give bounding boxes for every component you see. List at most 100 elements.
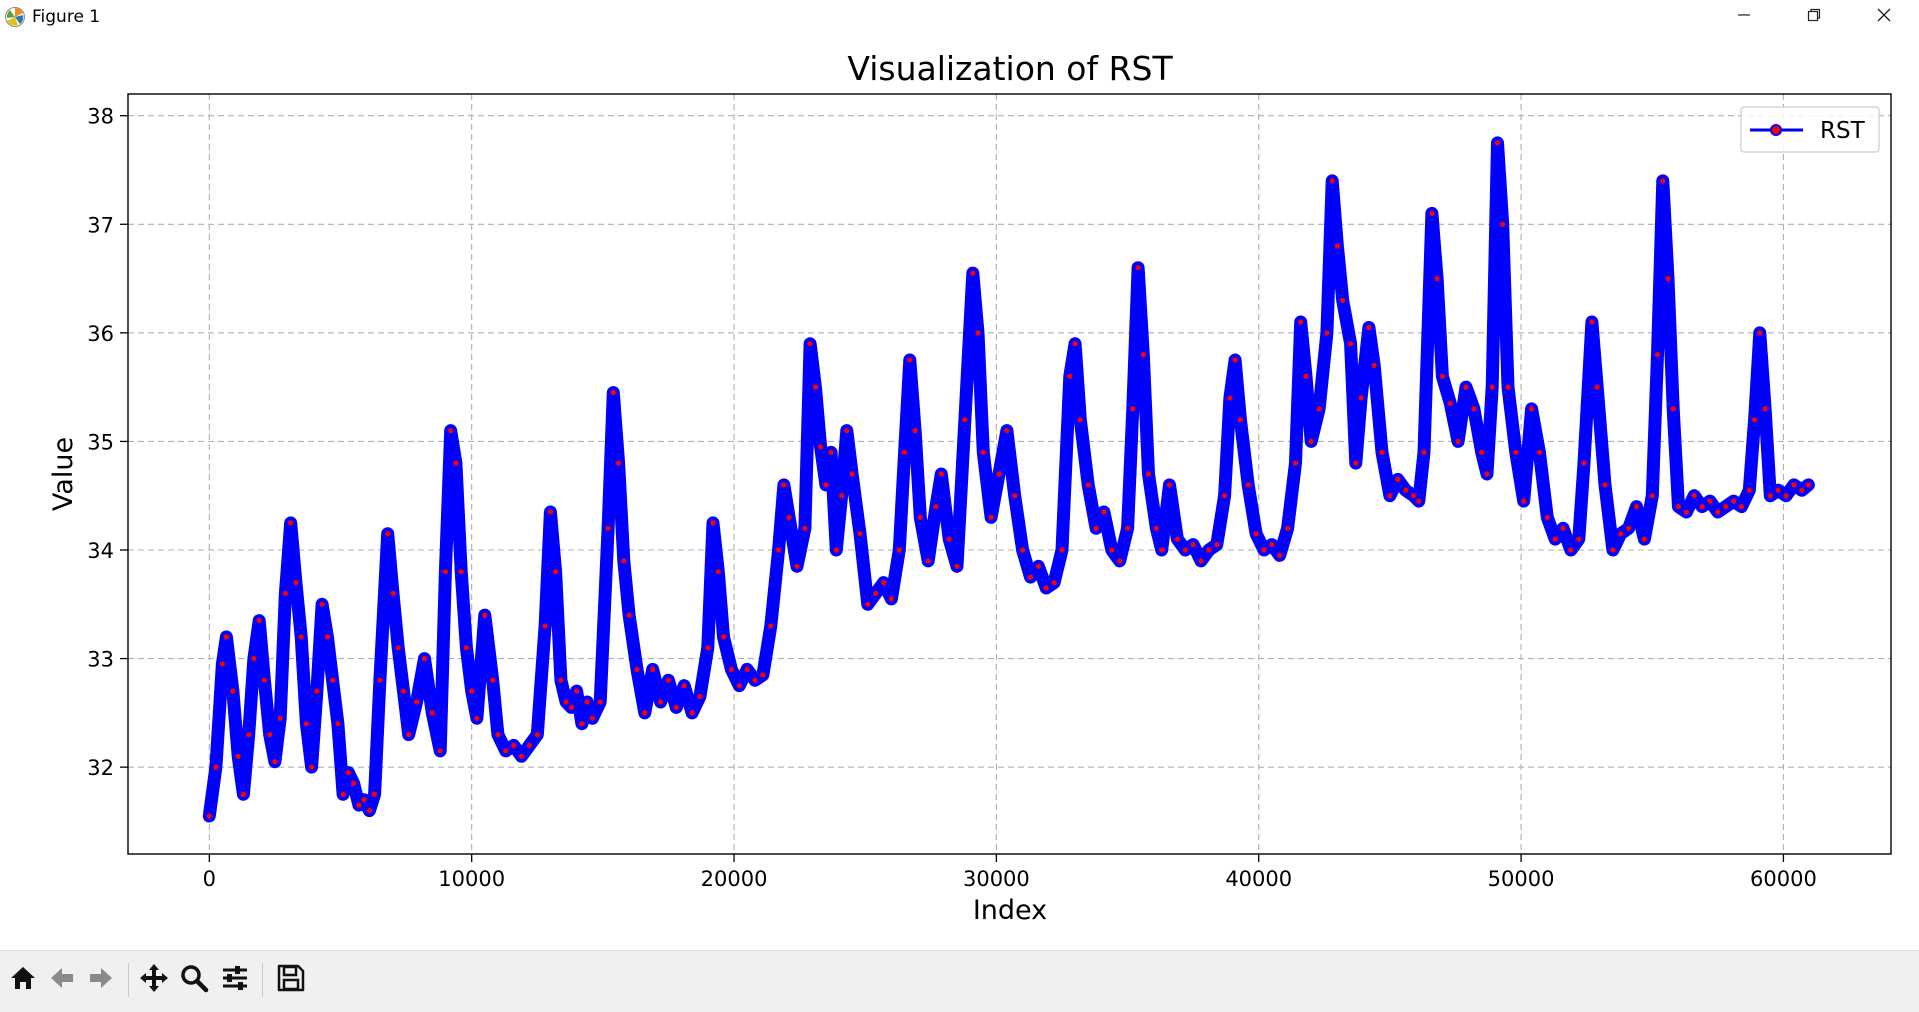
back-button[interactable]	[43, 961, 81, 999]
data-point	[1227, 395, 1233, 401]
data-point	[794, 563, 800, 569]
data-point	[400, 688, 407, 694]
data-point	[1723, 504, 1729, 510]
data-point	[902, 449, 908, 455]
data-point	[1020, 547, 1026, 553]
data-point	[1109, 547, 1115, 553]
data-point	[558, 677, 564, 683]
data-point	[1348, 341, 1354, 347]
data-point	[760, 672, 766, 678]
data-point	[482, 612, 488, 618]
legend: RST	[1740, 106, 1880, 153]
data-point	[421, 656, 428, 662]
data-point	[1043, 585, 1049, 591]
data-point	[1421, 449, 1427, 455]
data-point	[288, 520, 294, 526]
data-point	[293, 580, 299, 586]
data-point	[1416, 498, 1422, 504]
data-point	[406, 732, 412, 738]
data-point	[1775, 487, 1781, 493]
minimize-icon	[1736, 7, 1752, 27]
data-point	[463, 645, 469, 651]
line-chart: 0 10000 20000 30000 40000 50000 60000 32 33 34 35 3…	[48, 49, 1892, 926]
data-point	[526, 742, 533, 749]
data-point	[1500, 221, 1506, 227]
chart-title: Visualization of RST	[847, 49, 1173, 88]
data-point	[1479, 449, 1485, 455]
data-point	[372, 791, 378, 797]
data-point	[579, 721, 585, 727]
data-point	[807, 341, 813, 347]
minimize-button[interactable]	[1710, 0, 1778, 34]
data-point	[849, 471, 855, 477]
configure-subplots-button[interactable]	[216, 961, 254, 999]
data-point	[865, 601, 871, 607]
pan-button[interactable]	[135, 961, 173, 999]
data-point	[1633, 504, 1640, 510]
data-point	[728, 666, 735, 673]
data-point	[1568, 547, 1574, 553]
data-point	[907, 357, 913, 363]
data-point	[518, 753, 525, 759]
data-point	[1067, 373, 1073, 379]
data-point	[366, 808, 372, 814]
data-point	[1085, 482, 1091, 488]
restore-button[interactable]	[1780, 0, 1848, 34]
data-point	[1292, 460, 1299, 466]
data-point	[1358, 395, 1364, 401]
data-point	[414, 699, 420, 705]
data-point	[256, 618, 262, 624]
data-point	[429, 710, 435, 716]
data-point	[1641, 536, 1647, 542]
data-point	[1654, 352, 1661, 358]
data-point	[1746, 487, 1752, 493]
forward-button[interactable]	[82, 961, 120, 999]
data-point	[1182, 547, 1188, 553]
data-point	[1489, 384, 1495, 390]
data-point	[458, 569, 464, 575]
data-point	[361, 797, 367, 803]
data-point	[786, 514, 792, 520]
window-title: Figure 1	[32, 7, 101, 27]
data-point	[1198, 558, 1204, 564]
data-point	[1463, 384, 1469, 390]
data-point	[705, 645, 711, 651]
data-point	[1051, 580, 1057, 586]
data-point	[340, 791, 346, 797]
data-point	[1665, 276, 1671, 282]
data-point	[744, 666, 750, 673]
save-button[interactable]	[272, 961, 310, 999]
data-point	[715, 569, 721, 575]
figure-canvas[interactable]: 0 10000 20000 30000 40000 50000 60000 32 33 34 35 3…	[0, 34, 1919, 950]
data-point	[1316, 406, 1322, 412]
data-point	[272, 759, 278, 765]
x-tick-label: 60000	[1750, 867, 1817, 891]
x-tick-label: 30000	[963, 867, 1030, 891]
data-point	[1166, 482, 1173, 488]
y-tick-label: 35	[87, 430, 114, 454]
data-point	[1675, 504, 1682, 510]
data-point	[1059, 547, 1065, 553]
data-point	[1035, 563, 1041, 569]
data-point	[665, 677, 672, 683]
data-point	[267, 732, 273, 738]
data-point	[1429, 210, 1435, 216]
data-point	[574, 688, 580, 694]
data-point	[833, 547, 839, 553]
data-point	[1027, 574, 1034, 580]
data-point	[781, 482, 787, 488]
data-point	[1329, 178, 1335, 184]
data-point	[277, 715, 283, 721]
data-point	[1153, 525, 1159, 531]
home-button[interactable]	[4, 961, 42, 999]
close-button[interactable]	[1850, 0, 1918, 34]
data-point	[1190, 542, 1196, 548]
data-point	[873, 590, 879, 597]
data-point	[474, 715, 480, 721]
data-point	[1715, 509, 1721, 515]
data-point	[1683, 509, 1689, 515]
data-point	[1237, 417, 1243, 423]
data-point	[1140, 352, 1146, 358]
zoom-button[interactable]	[175, 961, 213, 999]
data-point	[1799, 487, 1805, 493]
